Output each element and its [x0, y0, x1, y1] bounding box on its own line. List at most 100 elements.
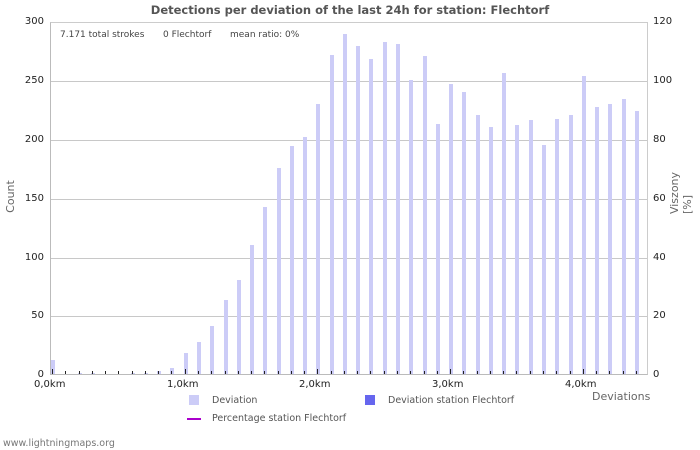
x-tick-label: 0,0km	[34, 379, 66, 390]
bar-deviation	[356, 46, 361, 374]
mean-ratio: mean ratio: 0%	[230, 30, 300, 40]
bar-deviation	[581, 75, 586, 374]
x-axis-tick	[582, 369, 584, 374]
x-axis-tick	[596, 371, 598, 374]
bar-deviation	[183, 352, 188, 374]
x-axis-tick	[489, 371, 491, 374]
y-tick-label: 150	[24, 193, 44, 204]
x-axis-tick	[635, 371, 637, 374]
bar-deviation	[263, 206, 268, 374]
y-axis-title: Count	[3, 180, 17, 213]
legend-line-percentage	[187, 418, 201, 420]
x-axis-tick	[436, 371, 438, 374]
bar-deviation	[595, 107, 600, 374]
bar-deviation	[396, 44, 401, 374]
x-axis-tick	[450, 369, 452, 374]
gridline	[51, 81, 647, 82]
legend-label-deviation-station: Deviation station Flechtorf	[388, 395, 515, 406]
x-axis-tick	[91, 371, 93, 374]
bar-deviation	[541, 144, 546, 374]
x-axis-tick	[65, 371, 67, 374]
gridline	[51, 258, 647, 259]
y2-tick-label: 20	[653, 310, 666, 321]
x-axis-tick	[383, 371, 385, 374]
legend-label-percentage: Percentage station Flechtorf	[212, 413, 347, 424]
x-axis-tick	[622, 371, 624, 374]
bar-deviation	[369, 59, 374, 374]
bar-deviation	[382, 41, 387, 374]
bar-deviation	[130, 372, 135, 374]
x-axis-tick	[609, 371, 611, 374]
x-axis-tick	[224, 371, 226, 374]
bar-deviation	[210, 326, 215, 374]
x-axis-tick	[503, 371, 505, 374]
bar-deviation	[77, 372, 82, 374]
x-axis-tick	[463, 371, 465, 374]
x-axis-tick	[264, 371, 266, 374]
bar-deviation	[621, 99, 626, 374]
x-axis-tick	[397, 371, 399, 374]
x-axis-tick	[476, 371, 478, 374]
x-axis-tick	[569, 371, 571, 374]
bar-deviation	[276, 168, 281, 374]
bar-deviation	[608, 103, 613, 374]
y-tick-label: 50	[31, 310, 44, 321]
x-axis-tick	[542, 371, 544, 374]
x-tick-label: 2,0km	[299, 379, 331, 390]
x-axis-tick	[277, 371, 279, 374]
bar-deviation	[51, 359, 55, 374]
bar-deviation	[409, 80, 414, 374]
x-axis-tick	[330, 371, 332, 374]
y2-tick-label: 40	[653, 252, 666, 263]
x-axis-tick	[423, 371, 425, 374]
plot-area	[50, 22, 648, 375]
bar-deviation	[422, 55, 427, 374]
bar-deviation	[449, 83, 454, 374]
legend-swatch-deviation	[189, 395, 199, 405]
x-axis-tick	[317, 369, 319, 374]
gridline	[51, 199, 647, 200]
bar-deviation	[289, 145, 294, 374]
x-axis-tick	[556, 371, 558, 374]
bar-deviation	[143, 372, 148, 374]
x-axis-tick	[304, 371, 306, 374]
x-axis-tick	[197, 371, 199, 374]
x-axis-tick	[105, 371, 107, 374]
footer-link[interactable]: www.lightningmaps.org	[3, 438, 115, 449]
bar-deviation	[170, 368, 175, 374]
legend-label-deviation: Deviation	[212, 395, 258, 406]
x-axis-tick	[237, 371, 239, 374]
x-tick-label: 3,0km	[432, 379, 464, 390]
gridline	[51, 140, 647, 141]
x-axis-tick	[529, 371, 531, 374]
x-axis-tick	[52, 369, 53, 374]
bar-deviation	[555, 118, 560, 374]
y2-tick-label: 60	[653, 193, 666, 204]
bar-deviation	[250, 245, 255, 374]
x-axis-tick	[118, 371, 120, 374]
x-axis-tick	[290, 371, 292, 374]
y-tick-label: 200	[24, 134, 44, 145]
bar-deviation	[342, 33, 347, 374]
bar-deviation	[502, 73, 507, 374]
x-axis-tick	[410, 371, 412, 374]
x-axis-tick	[211, 371, 213, 374]
x-axis-tick	[158, 371, 160, 374]
x-tick-label: 1,0km	[167, 379, 199, 390]
x-axis-title: Deviations	[592, 390, 651, 403]
bar-deviation	[329, 54, 334, 374]
bar-deviation	[303, 136, 308, 374]
chart-title: Detections per deviation of the last 24h…	[150, 3, 550, 17]
bar-deviation	[475, 115, 480, 374]
legend-swatch-deviation-station	[365, 395, 375, 405]
x-axis-tick	[516, 371, 518, 374]
x-axis-tick	[357, 371, 359, 374]
x-axis-tick	[370, 371, 372, 374]
y-tick-label: 300	[24, 16, 44, 27]
x-axis-tick	[343, 371, 345, 374]
y2-tick-label: 0	[653, 369, 660, 380]
bar-deviation	[90, 372, 95, 374]
total-strokes: 7.171 total strokes	[60, 30, 145, 40]
x-axis-tick	[251, 371, 253, 374]
bar-deviation	[634, 110, 639, 374]
